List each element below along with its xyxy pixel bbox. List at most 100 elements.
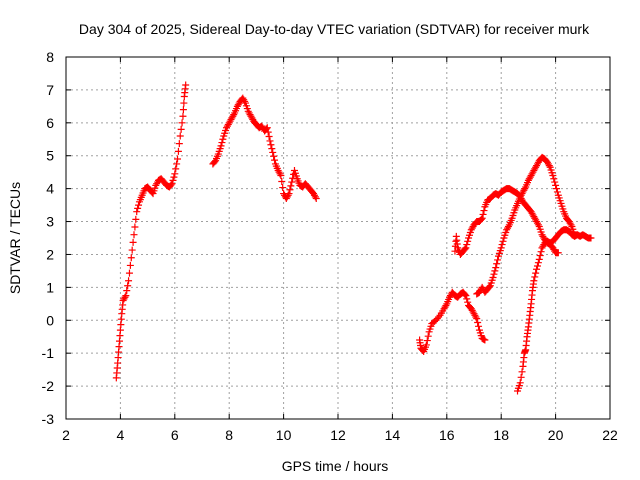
data-point bbox=[279, 184, 287, 192]
data-point bbox=[422, 341, 430, 349]
y-tick-label: 0 bbox=[46, 312, 54, 328]
data-point bbox=[504, 222, 512, 230]
data-point bbox=[545, 162, 553, 170]
series-arc1 bbox=[112, 81, 190, 382]
x-tick-label: 2 bbox=[62, 427, 70, 443]
data-point bbox=[284, 191, 292, 199]
x-axis-label: GPS time / hours bbox=[282, 458, 389, 474]
data-point bbox=[182, 81, 190, 89]
data-point bbox=[533, 262, 541, 270]
data-point bbox=[125, 269, 133, 277]
x-tick-label: 22 bbox=[602, 427, 618, 443]
data-point bbox=[130, 231, 138, 239]
data-point bbox=[477, 215, 485, 223]
data-point bbox=[462, 244, 470, 252]
data-point bbox=[535, 255, 543, 263]
data-point bbox=[480, 207, 488, 215]
data-point bbox=[129, 238, 137, 246]
data-point bbox=[175, 140, 183, 148]
data-point bbox=[536, 252, 544, 260]
data-point bbox=[173, 160, 181, 168]
series-arc2 bbox=[209, 94, 320, 203]
series-arc6 bbox=[514, 226, 595, 395]
data-markers bbox=[112, 81, 595, 395]
data-point bbox=[125, 277, 133, 285]
data-point bbox=[518, 368, 526, 376]
data-point bbox=[311, 193, 319, 201]
data-point bbox=[552, 181, 560, 189]
data-point bbox=[134, 204, 142, 212]
y-tick-label: -1 bbox=[42, 345, 55, 361]
data-point bbox=[177, 125, 185, 133]
data-point bbox=[553, 188, 561, 196]
data-point bbox=[179, 106, 187, 114]
data-point bbox=[179, 112, 187, 120]
data-point bbox=[435, 313, 443, 321]
data-point bbox=[230, 111, 238, 119]
data-point bbox=[264, 128, 272, 136]
data-point bbox=[494, 256, 502, 264]
data-point bbox=[493, 260, 501, 268]
data-point bbox=[128, 246, 136, 254]
data-point bbox=[123, 287, 131, 295]
series-arc3 bbox=[416, 288, 489, 356]
data-point bbox=[180, 99, 188, 107]
data-point bbox=[169, 176, 177, 184]
data-point bbox=[124, 282, 132, 290]
data-point bbox=[534, 221, 542, 229]
data-point bbox=[132, 215, 140, 223]
y-tick-label: 1 bbox=[46, 279, 54, 295]
y-tick-label: 2 bbox=[46, 246, 54, 262]
data-point bbox=[121, 293, 129, 301]
x-tick-label: 6 bbox=[171, 427, 179, 443]
data-point bbox=[278, 178, 286, 186]
data-point bbox=[485, 283, 493, 291]
y-tick-label: 8 bbox=[46, 49, 54, 65]
y-tick-label: 5 bbox=[46, 148, 54, 164]
data-point bbox=[478, 214, 486, 222]
data-point bbox=[516, 379, 524, 387]
data-point bbox=[170, 173, 178, 181]
data-point bbox=[219, 135, 227, 143]
data-point bbox=[270, 152, 278, 160]
x-tick-label: 10 bbox=[276, 427, 292, 443]
data-point bbox=[479, 210, 487, 218]
data-point bbox=[549, 171, 557, 179]
data-point bbox=[120, 295, 128, 303]
data-point bbox=[499, 237, 507, 245]
data-point bbox=[277, 171, 285, 179]
data-point bbox=[133, 208, 141, 216]
data-point bbox=[475, 322, 483, 330]
data-point bbox=[288, 178, 296, 186]
data-point bbox=[472, 313, 480, 321]
data-point bbox=[532, 269, 540, 277]
data-point bbox=[463, 241, 471, 249]
x-tick-label: 14 bbox=[385, 427, 401, 443]
data-point bbox=[587, 234, 595, 242]
data-point bbox=[497, 244, 505, 252]
data-point bbox=[174, 147, 182, 155]
data-point bbox=[271, 156, 279, 164]
x-tick-label: 18 bbox=[493, 427, 509, 443]
x-tick-label: 4 bbox=[117, 427, 125, 443]
data-point bbox=[491, 267, 499, 275]
y-tick-label: -2 bbox=[42, 378, 55, 394]
data-point bbox=[567, 221, 575, 229]
data-point bbox=[442, 301, 450, 309]
series-arc5 bbox=[473, 153, 579, 298]
data-point bbox=[178, 119, 186, 127]
data-point bbox=[172, 165, 180, 173]
data-point bbox=[167, 181, 175, 189]
data-point bbox=[530, 277, 538, 285]
data-point bbox=[517, 373, 525, 381]
data-point bbox=[241, 97, 249, 105]
data-point bbox=[135, 201, 143, 209]
data-point bbox=[554, 249, 562, 257]
data-point bbox=[463, 295, 471, 303]
data-point bbox=[534, 259, 542, 267]
data-point bbox=[276, 170, 284, 178]
data-point bbox=[218, 139, 226, 147]
x-tick-label: 20 bbox=[548, 427, 564, 443]
data-point bbox=[461, 290, 469, 298]
data-point bbox=[126, 261, 134, 269]
